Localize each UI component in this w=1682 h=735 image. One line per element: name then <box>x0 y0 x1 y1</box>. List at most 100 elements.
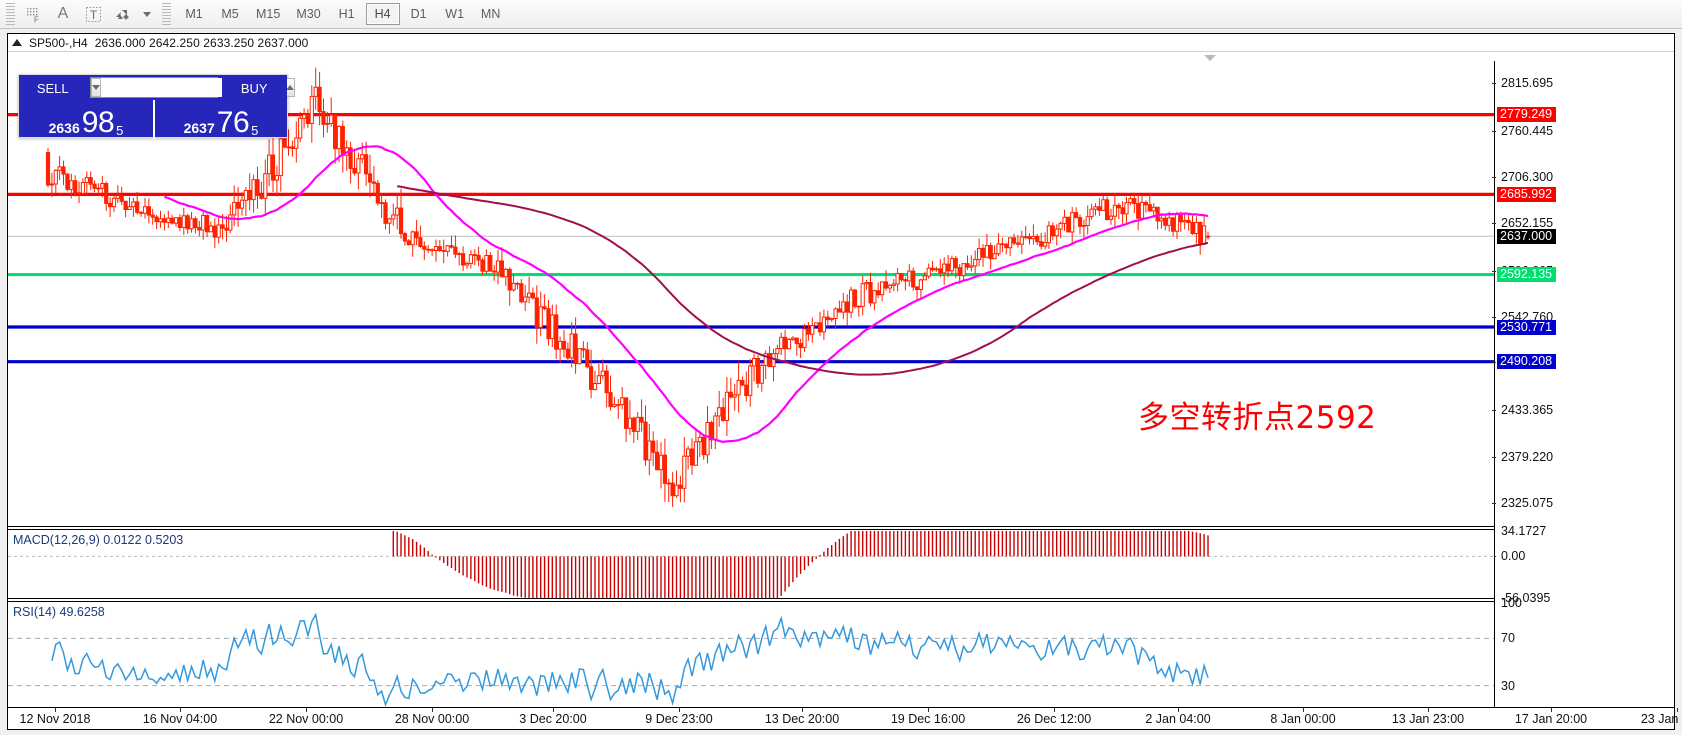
time-axis-tick <box>180 708 181 712</box>
price-level-badge-last-price[interactable]: 2637.000 <box>1497 228 1557 244</box>
time-axis-tick <box>928 708 929 712</box>
toolbar-chevron-down-icon[interactable] <box>138 1 154 28</box>
price-axis-tick-label: 2379.220 <box>1501 449 1554 464</box>
price-axis-tick-label: 2433.365 <box>1501 403 1554 418</box>
price-level-badge-support[interactable]: 2530.771 <box>1497 319 1557 335</box>
timeframe-button-m30[interactable]: M30 <box>296 7 321 21</box>
timeframe-button-d1[interactable]: D1 <box>410 7 427 21</box>
time-axis-tick-label: 9 Dec 23:00 <box>645 712 713 726</box>
price-axis-tick <box>1492 223 1496 225</box>
bid-price-main: 98 <box>81 106 115 139</box>
timeframe-button-m1[interactable]: M1 <box>185 7 203 21</box>
time-axis-tick <box>306 708 307 712</box>
timeframe-button-m15[interactable]: M15 <box>256 7 281 21</box>
one-click-trading-panel[interactable]: SELL BUY 2636 98 <box>18 74 295 139</box>
price-pane[interactable] <box>8 61 1494 526</box>
price-axis-tick-label: 2652.155 <box>1501 216 1554 231</box>
trend-up-icon <box>12 39 22 46</box>
price-axis-tick <box>1492 316 1496 318</box>
time-axis-tick-label: 23 Jan 16:00 <box>1640 712 1682 726</box>
time-axis-tick-label: 3 Dec 20:00 <box>519 712 587 726</box>
time-axis-tick <box>802 708 803 712</box>
buy-button[interactable]: BUY <box>221 76 287 100</box>
chart-horizontal-scrollbar[interactable] <box>8 52 1674 61</box>
bid-price-integer: 2636 <box>48 120 80 136</box>
time-axis[interactable]: 12 Nov 2018 16 Nov 04:00 22 Nov 00:00 28 No… <box>8 707 1682 729</box>
price-axis-tick <box>1492 502 1496 504</box>
macd-histogram <box>392 531 1209 598</box>
crosshair-f-icon-svg: F <box>26 7 39 23</box>
text-label-a-icon[interactable]: A <box>57 5 69 22</box>
price-axis[interactable]: 2815.6952760.4452706.3002652.1552596.005… <box>1492 61 1674 726</box>
time-axis-tick-label: 28 Nov 00:00 <box>394 712 470 726</box>
bid-price-cell[interactable]: 2636 98 5 <box>19 100 153 139</box>
crosshair-f-icon[interactable]: F <box>18 1 48 28</box>
price-axis-tick <box>1492 83 1496 85</box>
chevron-down-icon <box>91 85 100 90</box>
ask-price-fraction: 5 <box>251 123 259 138</box>
moving-average-slow <box>397 185 1209 376</box>
volume-stepper[interactable] <box>89 77 295 98</box>
rsi-label: RSI(14) 49.6258 <box>13 605 105 619</box>
trade-panel-quotes-row: 2636 98 5 2637 76 5 <box>19 100 287 139</box>
toolbar-grip-handle[interactable] <box>6 3 15 25</box>
price-axis-tick <box>1492 130 1496 132</box>
pane-separator-macd[interactable] <box>8 526 1494 530</box>
timeframe-group: M1 M5 M15 M30 H1 H4 D1 W1 MN <box>176 3 509 25</box>
price-axis-tick <box>1492 271 1496 273</box>
price-level-badge-support[interactable]: 2490.208 <box>1497 354 1557 370</box>
time-axis-tick <box>1303 708 1304 712</box>
time-axis-tick-label: 8 Jan 00:00 <box>1270 712 1336 726</box>
time-axis-tick-label: 17 Jan 20:00 <box>1514 712 1588 726</box>
price-level-badge-resistance[interactable]: 2685.992 <box>1497 186 1557 202</box>
time-axis-tick <box>679 708 680 712</box>
rsi-axis-tick-label: 30 <box>1501 678 1515 693</box>
time-axis-tick <box>1054 708 1055 712</box>
price-level-badge-pivot[interactable]: 2592.135 <box>1497 267 1557 283</box>
ask-price-main: 76 <box>216 106 250 139</box>
macd-pane[interactable]: MACD(12,26,9) 0.0122 0.5203 <box>8 531 1494 598</box>
volume-decrease-button[interactable] <box>90 78 101 97</box>
time-axis-tick-label: 2 Jan 04:00 <box>1145 712 1211 726</box>
scroll-knob[interactable] <box>1204 53 1217 61</box>
time-axis-tick-label: 22 Nov 00:00 <box>268 712 344 726</box>
timeframe-button-mn[interactable]: MN <box>480 7 501 21</box>
candlestick-series <box>45 67 1211 507</box>
time-axis-tick <box>432 708 433 712</box>
timeframe-button-m5[interactable]: M5 <box>221 7 239 21</box>
price-axis-tick-label: 2760.445 <box>1501 123 1554 138</box>
chart-annotation-text: 多空转折点2592 <box>1138 400 1377 436</box>
chevron-up-icon <box>285 85 294 90</box>
price-axis-tick <box>1492 410 1496 412</box>
time-axis-tick-label: 19 Dec 16:00 <box>890 712 966 726</box>
ask-price-cell[interactable]: 2637 76 5 <box>153 100 287 139</box>
macd-label: MACD(12,26,9) 0.0122 0.5203 <box>13 533 184 547</box>
timeframe-button-w1[interactable]: W1 <box>445 7 465 21</box>
price-axis-tick-label: 2815.695 <box>1501 76 1554 91</box>
time-axis-tick <box>55 708 56 712</box>
chevron-down-glyph <box>143 11 151 17</box>
text-box-t-icon[interactable]: T <box>78 1 108 28</box>
shapes-arrows-icon[interactable] <box>108 1 138 28</box>
rsi-axis-tick-label: 100 <box>1501 596 1522 610</box>
time-axis-tick <box>553 708 554 712</box>
time-axis-tick <box>1428 708 1429 712</box>
sell-button[interactable]: SELL <box>20 76 86 100</box>
time-axis-tick-label: 16 Nov 04:00 <box>142 712 218 726</box>
timeframe-button-h4[interactable]: H4 <box>365 3 400 25</box>
rsi-pane[interactable]: RSI(14) 49.6258 <box>8 603 1494 721</box>
chart-plot-area[interactable]: 2815.6952760.4452706.3002652.1552596.005… <box>8 52 1682 729</box>
rsi-chart-svg <box>8 612 1494 707</box>
time-axis-tick <box>1551 708 1552 712</box>
toolbar-grip-handle-2[interactable] <box>162 3 171 25</box>
chart-symbol-timeframe: SP500-,H4 <box>29 35 88 50</box>
pane-separator-rsi[interactable] <box>8 598 1494 602</box>
timeframe-button-h1[interactable]: H1 <box>338 7 355 21</box>
macd-axis-tick-label: -56.0395 <box>1501 591 1551 605</box>
price-level-badge-resistance[interactable]: 2779.249 <box>1497 107 1557 123</box>
price-axis-tick-label: 2325.075 <box>1501 495 1554 510</box>
price-chart-svg <box>8 67 1494 507</box>
shapes-arrows-icon-svg <box>115 9 129 20</box>
chart-titlebar: SP500-,H4 2636.000 2642.250 2633.250 263… <box>8 34 1674 52</box>
